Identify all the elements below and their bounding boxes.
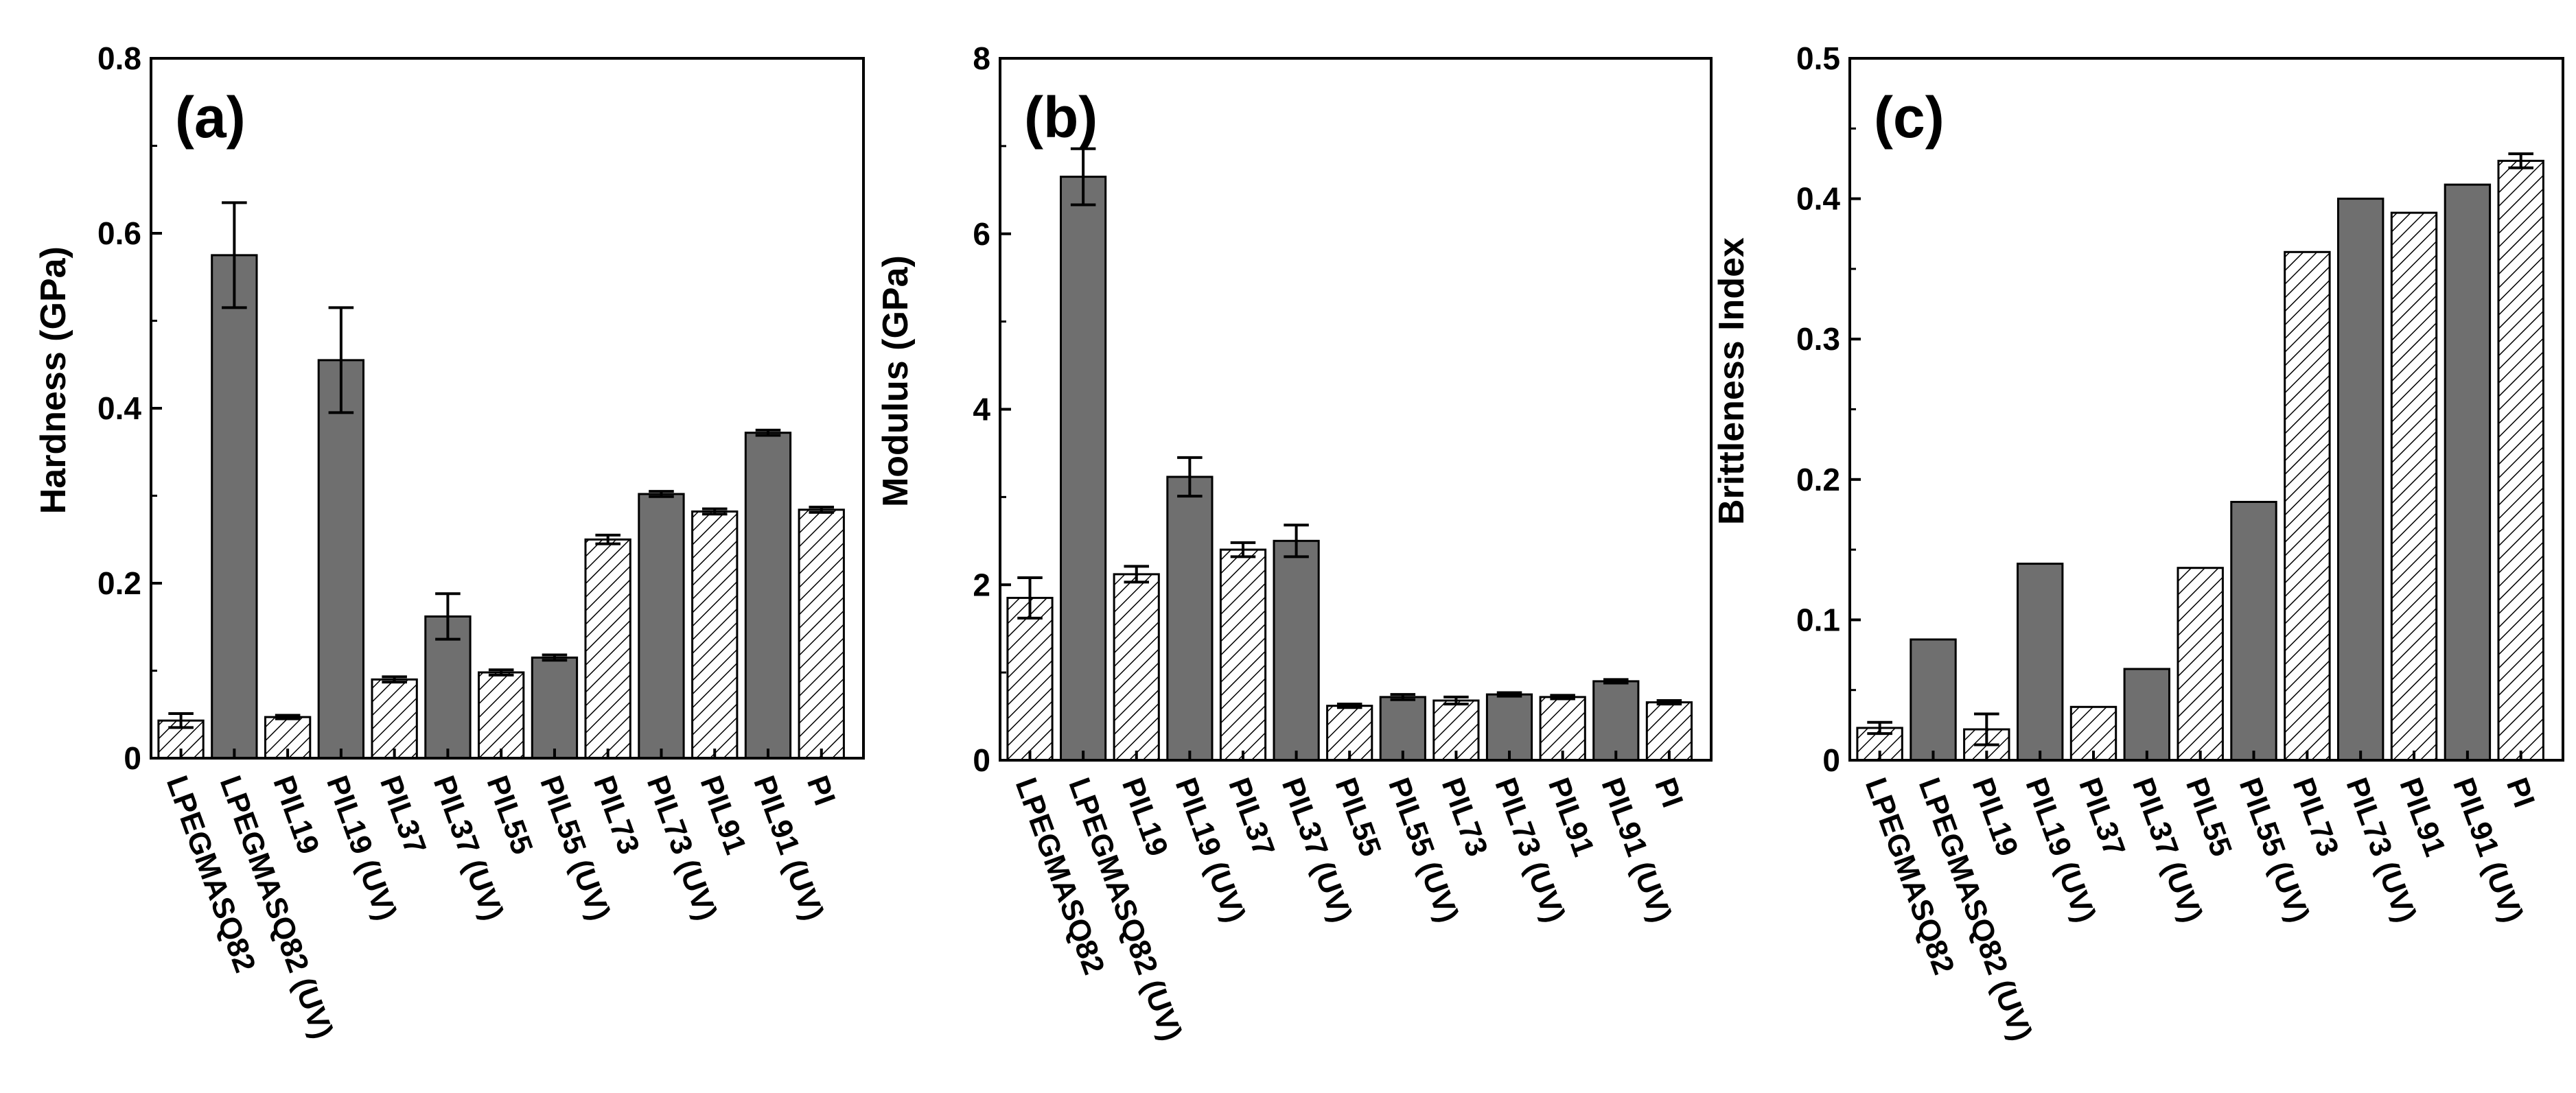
y-tick-label: 8 — [973, 40, 990, 76]
x-category-label: PIL91 — [2393, 773, 2452, 860]
y-axis-title: Modulus (GPa) — [876, 255, 916, 507]
bar-0-6 — [478, 671, 525, 760]
y-tick-label: 0.2 — [97, 565, 141, 601]
y-tick-label: 0.6 — [97, 215, 141, 251]
y-tick-label: 4 — [973, 392, 990, 427]
plot-frame — [999, 57, 1713, 762]
y-tick-label: 0.5 — [1796, 40, 1840, 76]
x-category-label: PIL91 — [694, 771, 753, 858]
x-category-label: PIL37 — [1222, 773, 1281, 860]
bar-0-10 — [691, 510, 739, 760]
y-tick-label: 0.8 — [97, 40, 141, 76]
bar-2-9 — [2337, 198, 2384, 762]
x-category-label: PIL37 — [373, 771, 432, 858]
x-category-label: PI — [1648, 773, 1689, 812]
y-tick-label: 0.4 — [97, 390, 141, 426]
y-tick-label: 0.1 — [1796, 602, 1840, 637]
bar-0-8 — [584, 538, 631, 760]
x-category-label: PIL19 — [1966, 773, 2025, 860]
bar-2-12 — [2497, 159, 2544, 762]
bar-1-11 — [1592, 680, 1640, 762]
y-axis-title: Brittleness Index — [1712, 237, 1752, 525]
x-category-label: PIL73 — [1435, 773, 1494, 860]
bar-2-3 — [2017, 563, 2064, 762]
bar-0-12 — [798, 508, 845, 760]
x-category-label: PIL73 — [587, 771, 646, 858]
y-tick-label: 0 — [124, 740, 141, 776]
bar-2-10 — [2390, 211, 2438, 762]
bar-0-1 — [211, 254, 258, 760]
bar-2-5 — [2123, 668, 2171, 762]
x-category-label: PIL91 — [1542, 773, 1601, 860]
bar-2-6 — [2177, 567, 2224, 762]
bar-2-1 — [1910, 638, 1957, 762]
bar-1-9 — [1485, 693, 1533, 762]
y-tick-label: 0.3 — [1796, 321, 1840, 357]
x-category-label: PIL55 — [2179, 773, 2238, 860]
x-category-label: PIL19 — [266, 771, 325, 858]
bar-1-5 — [1273, 539, 1320, 762]
x-category-label: PI — [800, 771, 842, 810]
y-tick-label: 0.4 — [1796, 181, 1840, 217]
bar-0-4 — [371, 678, 418, 760]
bar-1-10 — [1539, 696, 1586, 762]
bar-1-3 — [1166, 475, 1214, 762]
bar-2-11 — [2444, 183, 2492, 762]
x-category-label: PIL55 — [1328, 773, 1387, 860]
panel-label: (c) — [1874, 85, 1945, 150]
bar-0-3 — [317, 359, 365, 760]
panel-label: (a) — [175, 85, 246, 150]
x-category-label: PIL55 — [480, 771, 539, 858]
bar-2-7 — [2230, 501, 2277, 762]
bar-1-0 — [1006, 596, 1054, 762]
bar-1-12 — [1645, 701, 1693, 762]
x-category-label: PIL37 — [2072, 773, 2131, 860]
y-tick-label: 0 — [973, 742, 990, 778]
x-category-label: PIL19 — [1115, 773, 1174, 860]
bar-1-2 — [1113, 573, 1160, 762]
y-tick-label: 6 — [973, 216, 990, 252]
y-tick-label: 2 — [973, 567, 990, 602]
y-axis-title: Hardness (GPa) — [34, 246, 73, 514]
y-tick-label: 0.2 — [1796, 462, 1840, 497]
x-category-label: PIL73 — [2286, 773, 2345, 860]
bar-2-8 — [2284, 250, 2331, 762]
panel-label: (b) — [1024, 85, 1098, 150]
y-tick-label: 0 — [1822, 742, 1840, 778]
bar-0-9 — [638, 493, 685, 760]
bar-1-4 — [1219, 548, 1267, 762]
bar-1-1 — [1060, 176, 1107, 762]
bar-0-11 — [744, 432, 792, 760]
x-category-label: PI — [2500, 773, 2541, 812]
bar-0-7 — [531, 656, 579, 760]
